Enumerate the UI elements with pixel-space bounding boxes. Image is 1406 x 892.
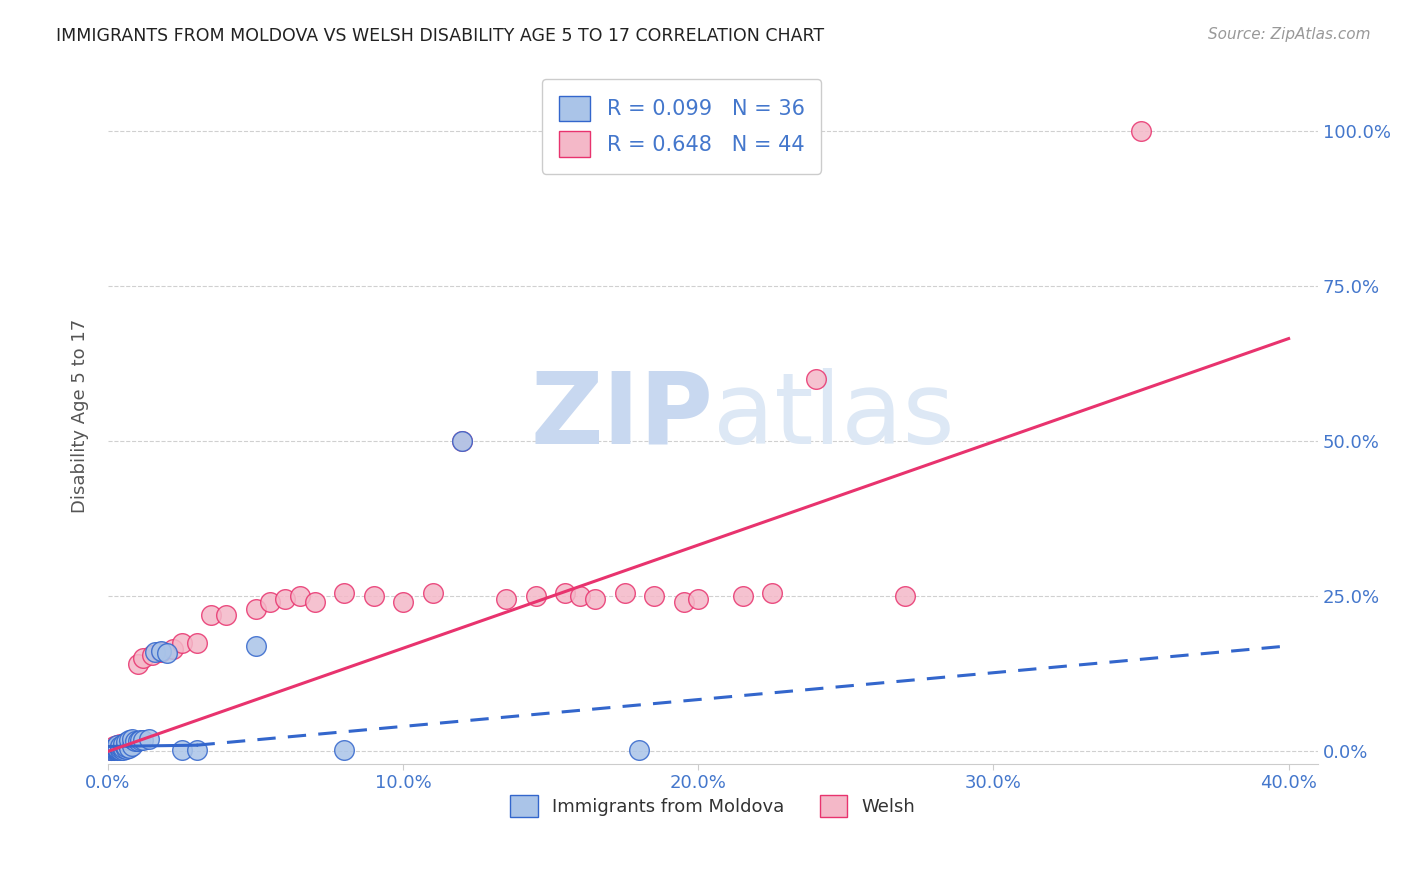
Text: Source: ZipAtlas.com: Source: ZipAtlas.com <box>1208 27 1371 42</box>
Y-axis label: Disability Age 5 to 17: Disability Age 5 to 17 <box>72 319 89 513</box>
Point <box>554 586 576 600</box>
Point <box>114 742 136 756</box>
Point <box>304 595 326 609</box>
Point <box>124 734 146 748</box>
Point <box>108 741 131 756</box>
Point <box>245 639 267 653</box>
Text: atlas: atlas <box>713 368 955 465</box>
Point <box>583 592 606 607</box>
Point <box>761 586 783 600</box>
Point <box>114 735 136 749</box>
Point <box>333 586 356 600</box>
Point <box>108 742 131 756</box>
Point <box>186 636 208 650</box>
Point <box>105 740 128 755</box>
Point <box>103 739 125 754</box>
Point <box>150 645 173 659</box>
Point <box>613 586 636 600</box>
Point <box>114 738 136 752</box>
Point <box>105 742 128 756</box>
Point <box>103 741 125 756</box>
Point <box>100 742 122 756</box>
Point <box>103 742 125 756</box>
Point <box>628 742 651 756</box>
Point <box>108 740 131 755</box>
Point <box>894 589 917 603</box>
Point <box>105 740 128 755</box>
Point <box>132 651 155 665</box>
Point <box>150 644 173 658</box>
Point <box>108 737 131 751</box>
Point <box>100 742 122 756</box>
Point <box>105 738 128 752</box>
Point <box>569 589 592 603</box>
Point <box>121 737 143 751</box>
Point <box>103 742 125 756</box>
Point <box>451 434 474 448</box>
Point <box>105 742 128 756</box>
Point <box>162 642 184 657</box>
Point <box>129 732 152 747</box>
Point <box>118 740 141 755</box>
Point <box>672 595 695 609</box>
Point <box>806 372 828 386</box>
Point <box>118 733 141 747</box>
Point <box>688 592 710 607</box>
Point <box>245 601 267 615</box>
Point <box>731 589 754 603</box>
Point <box>392 595 415 609</box>
Point <box>132 733 155 747</box>
Point <box>170 636 193 650</box>
Point <box>1130 123 1153 137</box>
Point <box>259 595 281 609</box>
Point <box>111 737 134 751</box>
Point <box>143 645 166 659</box>
Point <box>643 589 665 603</box>
Point <box>156 646 179 660</box>
Point <box>333 742 356 756</box>
Point <box>114 740 136 755</box>
Point <box>200 607 222 622</box>
Point <box>363 589 385 603</box>
Point <box>100 743 122 757</box>
Point <box>274 592 297 607</box>
Point <box>108 739 131 754</box>
Point <box>111 739 134 754</box>
Point <box>524 589 547 603</box>
Legend: Immigrants from Moldova, Welsh: Immigrants from Moldova, Welsh <box>503 788 922 824</box>
Point <box>121 739 143 754</box>
Point <box>288 589 311 603</box>
Point <box>105 738 128 752</box>
Point <box>422 586 444 600</box>
Point <box>186 742 208 756</box>
Point <box>127 734 149 748</box>
Point <box>141 648 163 663</box>
Point <box>127 657 149 672</box>
Point <box>118 735 141 749</box>
Point <box>111 741 134 756</box>
Text: ZIP: ZIP <box>530 368 713 465</box>
Text: IMMIGRANTS FROM MOLDOVA VS WELSH DISABILITY AGE 5 TO 17 CORRELATION CHART: IMMIGRANTS FROM MOLDOVA VS WELSH DISABIL… <box>56 27 824 45</box>
Point <box>138 731 160 746</box>
Point <box>121 731 143 746</box>
Point <box>451 434 474 448</box>
Point <box>215 607 238 622</box>
Point <box>111 743 134 757</box>
Point <box>103 743 125 757</box>
Point <box>495 592 517 607</box>
Point <box>170 742 193 756</box>
